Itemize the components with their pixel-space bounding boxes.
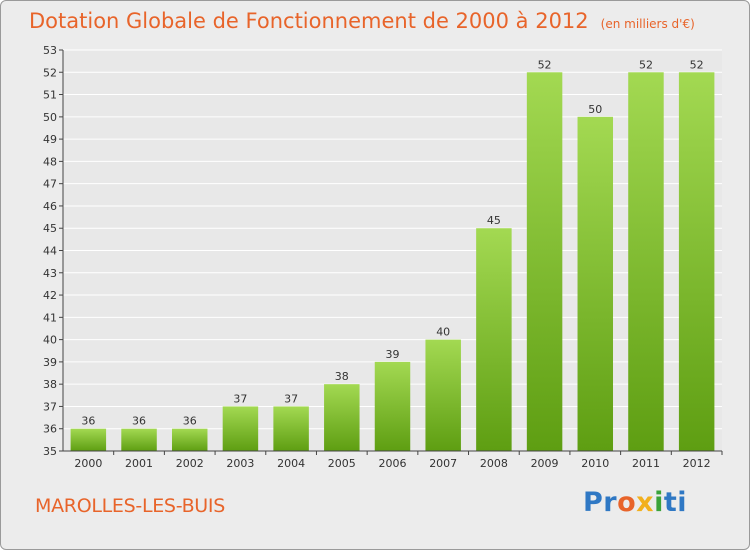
y-tick-label: 50 bbox=[43, 111, 57, 124]
logo-part: Pr bbox=[583, 487, 618, 518]
logo-part: o bbox=[617, 487, 637, 518]
y-tick-label: 41 bbox=[43, 311, 57, 324]
y-axis-ticks: 35 36 37 38 39 40 41 42 43 44 45 46 47 48 49 50 51 52 53 bbox=[43, 44, 57, 458]
x-tick-label: 2005 bbox=[328, 457, 356, 470]
chart-unit: (en milliers d'€) bbox=[600, 17, 695, 31]
y-tick-label: 42 bbox=[43, 289, 57, 302]
chart-title: Dotation Globale de Fonctionnement de 20… bbox=[29, 9, 695, 33]
bars bbox=[70, 72, 715, 452]
y-tick-label: 43 bbox=[43, 267, 57, 280]
logo-part: i bbox=[654, 487, 664, 518]
data-label-2005: 38 bbox=[335, 370, 349, 383]
x-tick-label: 2002 bbox=[176, 457, 204, 470]
x-tick-label: 2006 bbox=[379, 457, 407, 470]
x-tick-label: 2000 bbox=[74, 457, 102, 470]
y-tick-label: 48 bbox=[43, 155, 57, 168]
data-label-2004: 37 bbox=[284, 392, 298, 405]
x-tick-label: 2003 bbox=[226, 457, 254, 470]
y-tick-label: 44 bbox=[43, 245, 57, 258]
x-tick-label: 2007 bbox=[429, 457, 457, 470]
data-label-2008: 45 bbox=[487, 214, 501, 227]
y-tick-label: 47 bbox=[43, 178, 57, 191]
x-tick-label: 2011 bbox=[632, 457, 660, 470]
y-tick-label: 51 bbox=[43, 89, 57, 102]
x-tick-label: 2009 bbox=[531, 457, 559, 470]
proxiti-logo: Proxiti bbox=[583, 487, 687, 518]
data-label-2010: 50 bbox=[588, 103, 602, 116]
bar-2006 bbox=[374, 361, 411, 451]
data-label-2000: 36 bbox=[81, 415, 95, 428]
x-tick-label: 2001 bbox=[125, 457, 153, 470]
data-label-2001: 36 bbox=[132, 415, 146, 428]
x-tick-label: 2010 bbox=[581, 457, 609, 470]
logo-part: x bbox=[636, 487, 655, 518]
bar-2008 bbox=[476, 228, 512, 451]
data-label-2007: 40 bbox=[436, 326, 450, 339]
y-tick-label: 49 bbox=[43, 133, 57, 146]
data-label-2006: 39 bbox=[386, 348, 400, 361]
bar-2000 bbox=[70, 428, 107, 451]
y-tick-label: 38 bbox=[43, 378, 57, 391]
y-tick-label: 52 bbox=[43, 66, 57, 79]
bar-2002 bbox=[171, 428, 208, 451]
x-tick-label: 2012 bbox=[683, 457, 711, 470]
town-name: MAROLLES-LES-BUIS bbox=[35, 495, 225, 517]
data-label-2002: 36 bbox=[183, 415, 197, 428]
bar-2011 bbox=[628, 72, 664, 452]
data-labels: 36 36 36 37 37 38 39 40 45 52 50 52 52 bbox=[81, 58, 703, 427]
bar-2001 bbox=[121, 428, 157, 451]
data-label-2011: 52 bbox=[639, 58, 653, 71]
data-label-2003: 37 bbox=[233, 392, 247, 405]
data-label-2012: 52 bbox=[690, 58, 704, 71]
y-tick-label: 45 bbox=[43, 222, 57, 235]
chart-title-text: Dotation Globale de Fonctionnement de 20… bbox=[29, 9, 589, 33]
bar-2010 bbox=[577, 116, 614, 451]
bar-2003 bbox=[222, 406, 259, 451]
y-tick-label: 53 bbox=[43, 44, 57, 57]
y-tick-label: 35 bbox=[43, 445, 57, 458]
y-tick-label: 36 bbox=[43, 423, 57, 436]
bar-2012 bbox=[678, 72, 715, 452]
x-tick-label: 2004 bbox=[277, 457, 305, 470]
bar-2005 bbox=[324, 384, 360, 451]
bar-2009 bbox=[526, 72, 563, 452]
bar-2007 bbox=[425, 339, 461, 451]
y-tick-label: 46 bbox=[43, 200, 57, 213]
bar-2004 bbox=[273, 406, 309, 451]
y-tick-label: 39 bbox=[43, 356, 57, 369]
y-tick-label: 40 bbox=[43, 334, 57, 347]
x-tick-label: 2008 bbox=[480, 457, 508, 470]
x-axis-ticks: 2000 2001 2002 2003 2004 2005 2006 2007 2008 2009… bbox=[74, 451, 723, 470]
y-tick-label: 37 bbox=[43, 400, 57, 413]
data-label-2009: 52 bbox=[538, 58, 552, 71]
logo-part: ti bbox=[663, 487, 688, 518]
